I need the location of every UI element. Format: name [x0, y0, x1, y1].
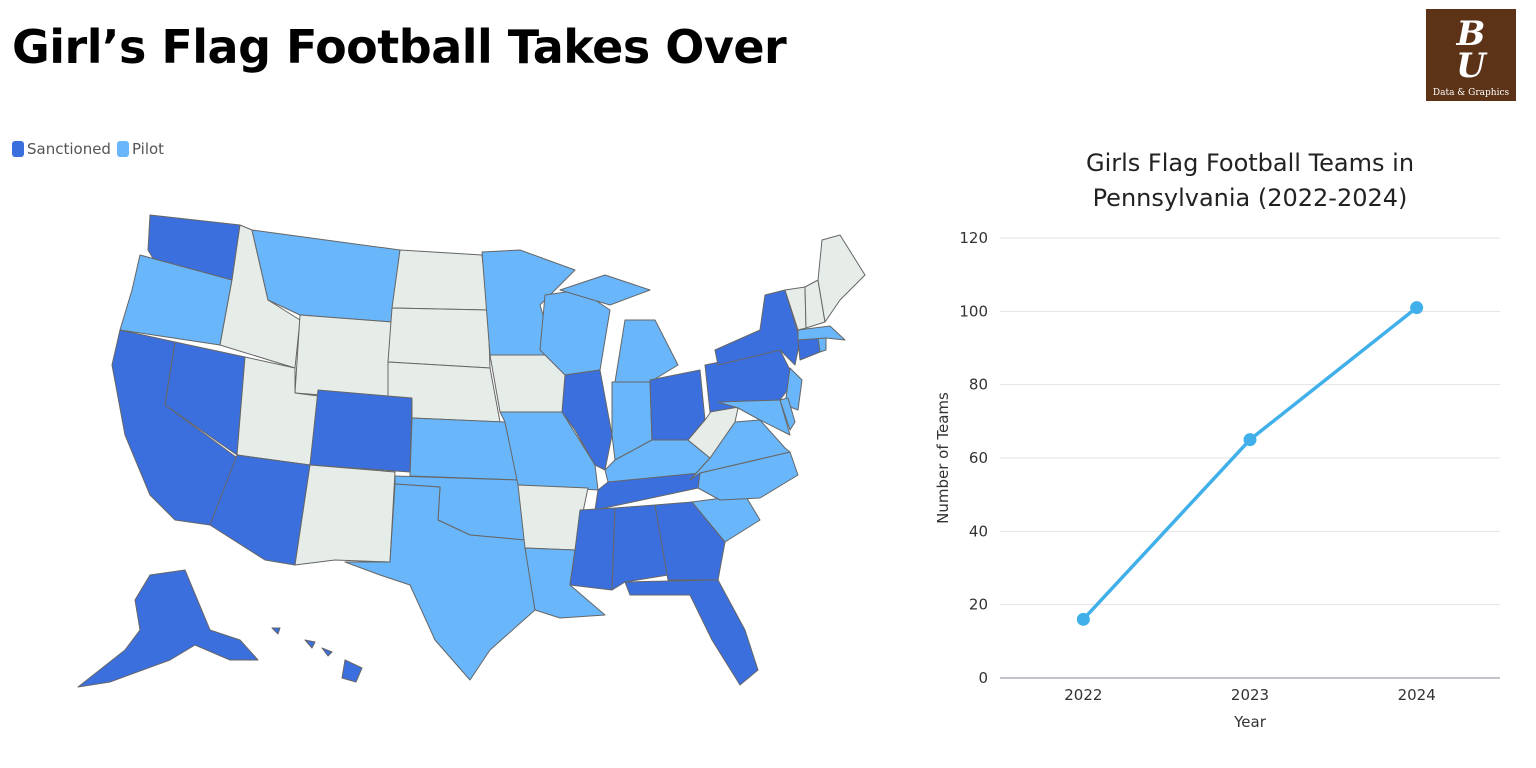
y-tick-label: 0	[978, 669, 988, 687]
state-michigan[interactable]	[559, 274, 679, 383]
legend-swatch-sanctioned	[12, 141, 24, 157]
state-hawaii[interactable]	[271, 627, 363, 683]
state-connecticut[interactable]	[797, 337, 821, 361]
y-tick-label: 20	[969, 596, 988, 614]
state-new-mexico[interactable]	[294, 464, 396, 566]
logo-subtitle: Data & Graphics	[1432, 88, 1510, 98]
page-title: Girl’s Flag Football Takes Over	[12, 20, 787, 74]
us-map	[77, 214, 866, 688]
legend-swatch-pilot	[116, 141, 129, 157]
legend-item-pilot[interactable]: Pilot	[116, 140, 165, 158]
state-texas[interactable]	[344, 483, 536, 681]
y-tick-label: 80	[969, 376, 988, 394]
map-legend: Sanctioned Pilot	[12, 140, 170, 158]
data-point	[1410, 301, 1424, 315]
state-south-dakota[interactable]	[387, 307, 491, 369]
state-maryland[interactable]	[717, 399, 791, 436]
state-mississippi[interactable]	[569, 507, 616, 591]
logo-monogram-top: B	[1456, 14, 1486, 54]
logo-monogram-bottom: U	[1456, 46, 1486, 86]
chart-title: Girls Flag Football Teams in Pennsylvania…	[1085, 149, 1415, 212]
x-tick-label: 2024	[1398, 686, 1436, 704]
y-tick-label: 100	[959, 302, 988, 320]
state-colorado[interactable]	[309, 389, 413, 473]
state-wyoming[interactable]	[294, 314, 393, 401]
state-oregon[interactable]	[119, 254, 233, 346]
state-arizona[interactable]	[209, 454, 311, 566]
logo: B U Data & Graphics	[1426, 9, 1516, 101]
line-chart: 0 20 40 60 80 100 120 2022 2023 2024 Year Number …	[934, 229, 1500, 731]
state-maine[interactable]	[817, 234, 866, 323]
state-rhode-island[interactable]	[817, 337, 827, 353]
legend-label-sanctioned: Sanctioned	[27, 140, 111, 158]
state-delaware[interactable]	[779, 397, 796, 431]
x-tick-label: 2023	[1231, 686, 1269, 704]
state-alaska[interactable]	[77, 569, 259, 688]
legend-item-sanctioned[interactable]: Sanctioned	[12, 140, 111, 158]
state-illinois[interactable]	[561, 369, 613, 471]
state-new-york[interactable]	[714, 289, 801, 366]
y-tick-label: 60	[969, 449, 988, 467]
y-tick-label: 40	[969, 522, 988, 540]
state-florida[interactable]	[624, 579, 759, 686]
x-tick-label: 2022	[1064, 686, 1102, 704]
data-point	[1243, 433, 1257, 447]
state-north-dakota[interactable]	[391, 249, 489, 311]
data-point	[1076, 612, 1090, 626]
state-kansas[interactable]	[409, 417, 519, 481]
y-axis-label: Number of Teams	[934, 392, 952, 524]
series-line	[1082, 306, 1418, 621]
state-new-jersey[interactable]	[784, 367, 803, 411]
y-tick-label: 120	[959, 229, 988, 247]
state-alabama[interactable]	[611, 504, 669, 591]
x-axis-label: Year	[1233, 713, 1267, 731]
legend-label-pilot: Pilot	[131, 140, 165, 158]
state-massachusetts[interactable]	[797, 325, 846, 341]
